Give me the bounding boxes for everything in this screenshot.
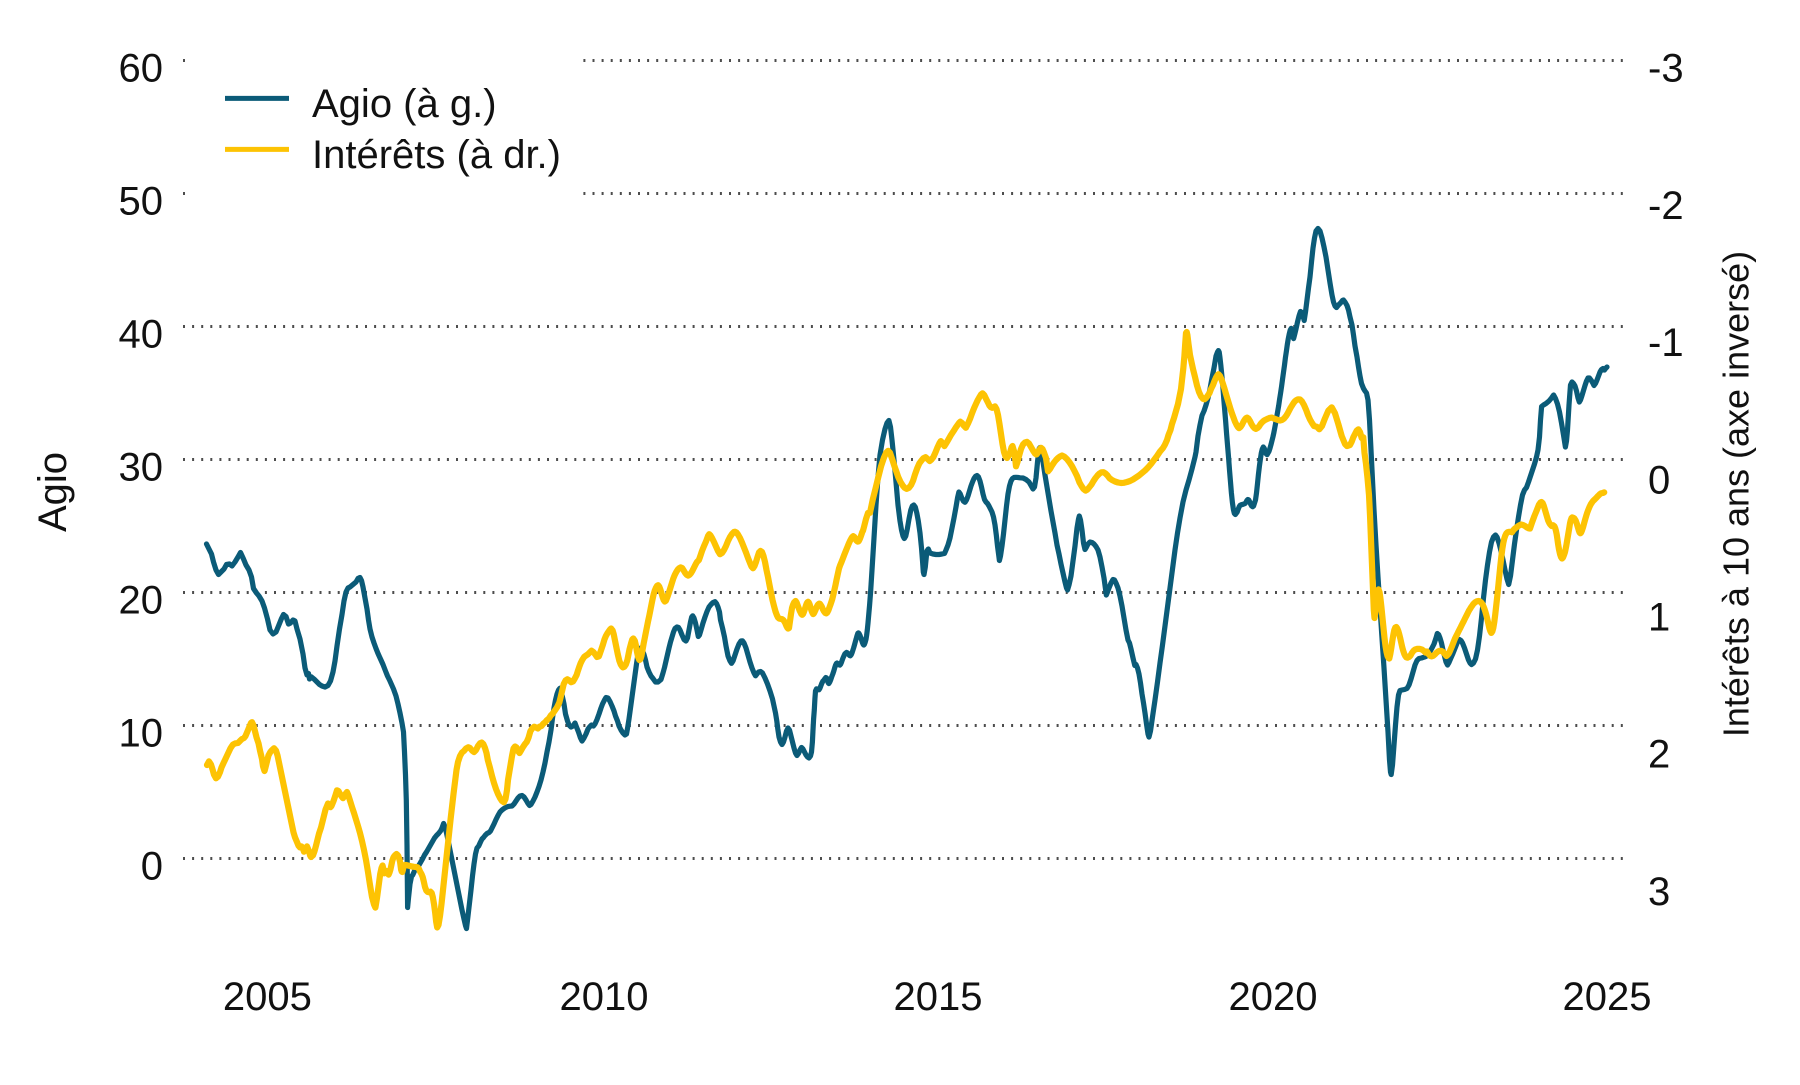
- svg-text:-1: -1: [1648, 321, 1684, 365]
- svg-text:1: 1: [1648, 596, 1670, 640]
- svg-text:Intérêts à 10 ans (axe inversé: Intérêts à 10 ans (axe inversé): [1716, 251, 1757, 737]
- svg-text:60: 60: [119, 47, 164, 91]
- svg-text:-2: -2: [1648, 184, 1684, 228]
- svg-text:40: 40: [119, 313, 164, 357]
- svg-text:0: 0: [141, 845, 163, 889]
- svg-text:Agio: Agio: [31, 452, 75, 532]
- svg-text:30: 30: [119, 446, 164, 490]
- svg-text:50: 50: [119, 180, 164, 224]
- svg-text:0: 0: [1648, 458, 1670, 502]
- svg-text:20: 20: [119, 579, 164, 623]
- svg-text:2015: 2015: [894, 975, 983, 1019]
- svg-text:10: 10: [119, 712, 164, 756]
- svg-text:2020: 2020: [1229, 975, 1318, 1019]
- svg-text:Intérêts (à dr.): Intérêts (à dr.): [312, 133, 561, 177]
- svg-text:-3: -3: [1648, 47, 1684, 91]
- svg-text:Agio (à g.): Agio (à g.): [312, 82, 497, 126]
- svg-text:3: 3: [1648, 870, 1670, 914]
- svg-text:2005: 2005: [223, 975, 312, 1019]
- svg-text:2010: 2010: [560, 975, 649, 1019]
- svg-text:2: 2: [1648, 733, 1670, 777]
- svg-text:2025: 2025: [1563, 975, 1652, 1019]
